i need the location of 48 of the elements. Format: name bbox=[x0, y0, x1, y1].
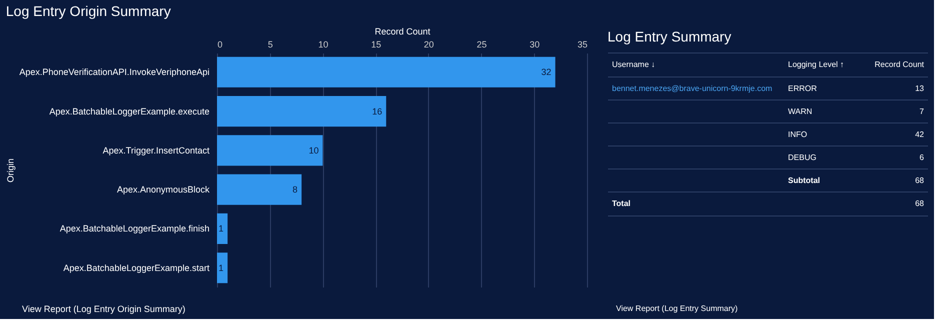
text: 68 bbox=[915, 199, 925, 208]
bar bbox=[217, 252, 228, 284]
x-tick-label: 25 bbox=[476, 40, 487, 50]
text: bennet.menezes@brave-unicorn-9krmje.com bbox=[612, 84, 773, 93]
text: Username ↓ bbox=[612, 60, 656, 69]
y-tick-label: Apex.Trigger.InsertContact bbox=[102, 145, 210, 156]
y-tick-label: Apex.BatchableLoggerExample.start bbox=[63, 262, 210, 273]
data-label: 10 bbox=[308, 145, 319, 156]
text: ERROR bbox=[788, 84, 818, 93]
bar bbox=[217, 135, 323, 166]
bar bbox=[217, 56, 556, 88]
text: 13 bbox=[915, 84, 925, 93]
x-tick-label: 0 bbox=[218, 40, 223, 50]
x-tick-label: 15 bbox=[371, 40, 382, 50]
y-tick-label: Apex.AnonymousBlock bbox=[116, 184, 210, 195]
text: Log Entry Summary bbox=[608, 28, 732, 44]
y-tick-label: Apex.PhoneVerificationAPI.InvokeVeriphoneApi bbox=[19, 67, 210, 78]
x-tick-label: 35 bbox=[577, 40, 588, 50]
bar bbox=[217, 213, 228, 244]
text: DEBUG bbox=[788, 153, 816, 162]
data-label: 32 bbox=[541, 67, 552, 78]
x-tick-label: 30 bbox=[530, 40, 540, 50]
x-tick-label: 5 bbox=[268, 40, 273, 50]
data-label: 8 bbox=[292, 184, 298, 195]
text: Log Entry Origin Summary bbox=[6, 3, 171, 19]
x-tick-label: 10 bbox=[318, 40, 328, 50]
text: Subtotal bbox=[788, 176, 820, 185]
bar bbox=[217, 96, 386, 127]
text: WARN bbox=[788, 107, 812, 116]
text: View Report (Log Entry Origin Summary) bbox=[22, 304, 186, 314]
text: 42 bbox=[915, 130, 925, 139]
y-tick-label: Apex.BatchableLoggerExample.finish bbox=[60, 224, 210, 234]
x-axis-title: Record Count bbox=[374, 26, 431, 36]
y-tick-label: Apex.BatchableLoggerExample.execute bbox=[49, 106, 210, 116]
text: Total bbox=[612, 199, 631, 208]
text: Record Count bbox=[874, 60, 925, 69]
bar bbox=[217, 174, 302, 205]
y-axis-title: Origin bbox=[5, 158, 16, 183]
data-label: 16 bbox=[372, 106, 382, 116]
text: View Report (Log Entry Summary) bbox=[616, 304, 738, 313]
text: INFO bbox=[788, 130, 808, 139]
text: 7 bbox=[920, 107, 925, 116]
text: 68 bbox=[915, 176, 925, 185]
text: 6 bbox=[920, 153, 925, 162]
text: Logging Level ↑ bbox=[788, 60, 844, 69]
x-tick-label: 20 bbox=[424, 40, 434, 50]
data-label: 1 bbox=[218, 224, 224, 234]
data-label: 1 bbox=[218, 262, 224, 273]
